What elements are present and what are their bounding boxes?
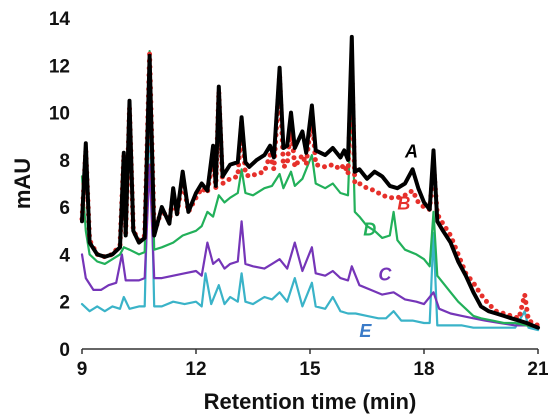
y-axis-title: mAU	[10, 158, 35, 209]
y-axis-ticks: 0 2 4 6 8 10 12 14	[49, 9, 71, 361]
y-tick-label: 10	[49, 104, 70, 125]
x-axis-title: Retention time (min)	[204, 389, 417, 414]
x-tick-label: 18	[413, 359, 434, 380]
y-tick-label: 14	[49, 9, 71, 30]
y-tick-label: 6	[59, 198, 70, 219]
y-tick-label: 4	[59, 245, 70, 266]
series-label-e: E	[359, 321, 372, 341]
x-tick-label: 15	[299, 359, 321, 380]
y-tick-label: 8	[59, 151, 70, 172]
x-tick-label: 12	[185, 359, 206, 380]
x-tick-label: 9	[77, 359, 88, 380]
series-label-d: D	[363, 220, 376, 240]
y-tick-label: 12	[49, 56, 70, 77]
y-tick-label: 0	[59, 340, 70, 361]
x-axis-ticks: 9 12 15 18 21	[77, 349, 548, 380]
series-label-b: B	[397, 194, 410, 214]
y-tick-label: 2	[59, 293, 70, 314]
series-c-line	[80, 163, 540, 329]
series-layer	[79, 34, 541, 332]
series-a-line	[80, 34, 540, 330]
series-label-c: C	[378, 264, 392, 284]
x-tick-label: 21	[527, 359, 548, 380]
series-labels: A B D C E	[359, 141, 418, 341]
series-b-line	[79, 51, 541, 328]
series-label-a: A	[404, 141, 418, 161]
